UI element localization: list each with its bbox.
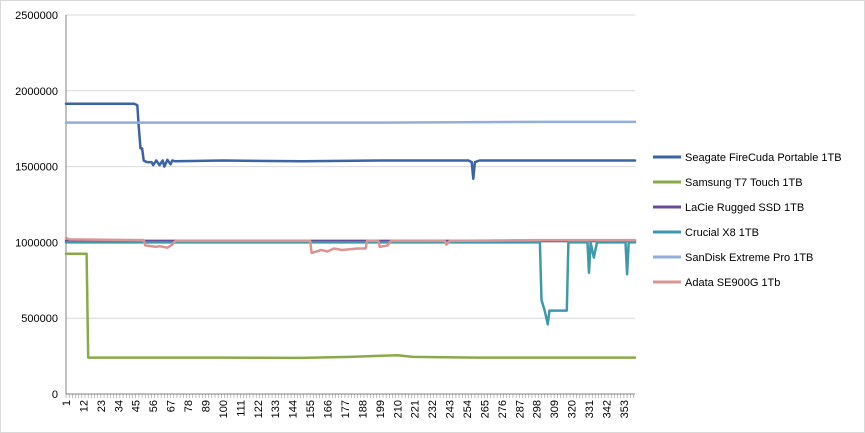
- y-tick-label: 500000: [21, 313, 58, 325]
- x-tick-label: 45: [131, 400, 143, 412]
- x-tick-label: 243: [445, 400, 457, 418]
- x-tick-label: 111: [235, 400, 247, 417]
- y-tick-label: 0: [52, 389, 58, 401]
- x-tick-label: 155: [305, 400, 317, 418]
- legend-label: SanDisk Extreme Pro 1TB: [685, 252, 813, 264]
- x-tick-label: 298: [532, 400, 544, 418]
- x-tick-label: 254: [462, 400, 474, 418]
- legend-label: Samsung T7 Touch 1TB: [685, 177, 803, 189]
- x-tick-label: 287: [514, 400, 526, 418]
- x-tick-label: 100: [218, 400, 230, 418]
- x-tick-label: 331: [584, 400, 596, 418]
- legend-label: Adata SE900G 1Tb: [685, 277, 780, 289]
- x-tick-label: 276: [497, 400, 509, 418]
- x-tick-label: 320: [567, 400, 579, 418]
- x-tick-label: 89: [200, 400, 212, 412]
- series-line-4: [64, 241, 637, 326]
- x-tick-label: 199: [375, 400, 387, 418]
- x-tick-label: 56: [148, 400, 160, 412]
- x-tick-label: 122: [253, 400, 265, 418]
- y-tick-label: 1500000: [15, 162, 58, 174]
- x-tick-label: 188: [357, 400, 369, 418]
- y-tick-label: 1000000: [15, 237, 58, 249]
- x-tick-label: 353: [619, 400, 631, 418]
- x-tick-label: 1: [61, 400, 73, 406]
- legend-label: LaCie Rugged SSD 1TB: [685, 202, 804, 214]
- y-tick-label: 2500000: [15, 10, 58, 22]
- series-line-6: [64, 236, 637, 255]
- x-tick-label: 78: [183, 400, 195, 412]
- x-tick-label: 144: [288, 400, 300, 418]
- x-tick-label: 133: [270, 400, 282, 418]
- x-tick-label: 67: [166, 400, 178, 412]
- legend-label: Crucial X8 1TB: [685, 227, 759, 239]
- x-tick-label: 34: [113, 400, 125, 412]
- x-tick-label: 166: [323, 400, 335, 418]
- series-line-5: [64, 120, 637, 124]
- x-tick-label: 23: [96, 400, 108, 412]
- y-tick-label: 2000000: [15, 86, 58, 98]
- x-tick-label: 177: [340, 400, 352, 418]
- series-line-1: [64, 102, 637, 180]
- series-line-2: [64, 252, 637, 360]
- x-tick-label: 210: [392, 400, 404, 418]
- x-tick-label: 265: [479, 400, 491, 418]
- legend-label: Seagate FireCuda Portable 1TB: [685, 152, 842, 164]
- x-tick-label: 221: [410, 400, 422, 418]
- x-tick-label: 232: [427, 400, 439, 418]
- x-tick-label: 309: [549, 400, 561, 418]
- x-tick-label: 342: [601, 400, 613, 418]
- x-tick-label: 12: [78, 400, 90, 412]
